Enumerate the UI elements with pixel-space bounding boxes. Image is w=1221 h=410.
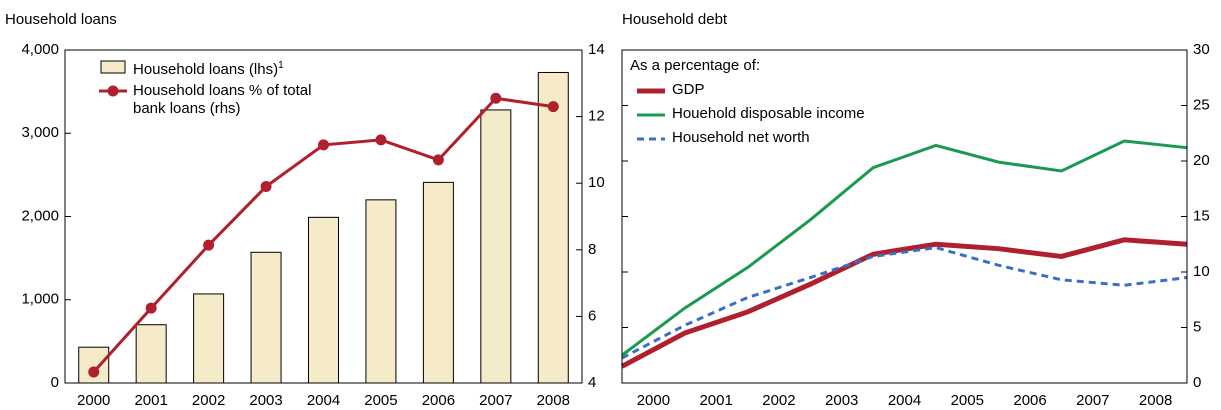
bar [78, 346, 110, 384]
legend-swatch [100, 60, 126, 74]
bar [250, 251, 282, 384]
y2-tick-label: 25 [1193, 96, 1210, 113]
point [88, 366, 100, 378]
x-tick-label: 2004 [307, 392, 340, 409]
x-tick-label: 2005 [951, 392, 984, 409]
y-tick-label: 0 [51, 374, 59, 391]
x-tick-label: 2007 [1076, 392, 1109, 409]
x-tick-label: 2008 [537, 392, 570, 409]
legend-box: As a percentage of: [630, 57, 930, 75]
x-tick-label: 2002 [192, 392, 225, 409]
y2-tick-label: 8 [588, 241, 596, 258]
x-tick-label: 2000 [77, 392, 110, 409]
y2-tick-label: 14 [588, 41, 605, 58]
line [621, 139, 1188, 357]
y2-tick-label: 10 [588, 174, 605, 191]
bar [365, 199, 397, 384]
y-tick-label: 2,000 [21, 207, 59, 224]
x-tick-label: 2003 [825, 392, 858, 409]
x-tick-label: 2008 [1139, 392, 1172, 409]
x-tick-label: 2000 [637, 392, 670, 409]
bar [193, 293, 225, 384]
bar [308, 216, 339, 384]
y-tick-label: 3,000 [21, 124, 59, 141]
y2-tick-label: 6 [588, 307, 596, 324]
bar [422, 181, 454, 384]
legend: Household loans % of total bank loans (r… [133, 82, 333, 118]
y2-tick-label: 4 [588, 374, 596, 391]
y-tick-label: 1,000 [21, 291, 59, 308]
legend: GDP [672, 81, 1072, 99]
y2-tick-label: 0 [1193, 374, 1201, 391]
legend-box: Household loans % of total bank loans (r… [133, 82, 333, 118]
x-tick-label: 2003 [249, 392, 282, 409]
x-tick-label: 2004 [888, 392, 921, 409]
line [621, 246, 1188, 360]
legend-swatch [107, 85, 119, 97]
point [375, 134, 387, 146]
point [318, 139, 329, 151]
point [432, 154, 444, 166]
y2-tick-label: 12 [588, 108, 605, 125]
x-tick-label: 2005 [364, 392, 397, 409]
legend-label: GDP [672, 81, 705, 98]
plot-frame [64, 49, 583, 384]
legend-title: As a percentage of: [630, 57, 761, 74]
y2-tick-label: 30 [1193, 41, 1210, 58]
bar [480, 109, 512, 384]
x-tick-label: 2006 [1013, 392, 1046, 409]
legend-label: Household net worth [672, 129, 810, 146]
footnote-marker: 1 [278, 60, 284, 71]
point [145, 302, 157, 314]
legend: Houehold disposable income [672, 105, 1072, 123]
y2-tick-label: 15 [1193, 207, 1210, 224]
legend-box: Household net worth [672, 129, 1072, 147]
line [620, 237, 1188, 369]
point [203, 239, 215, 251]
y2-tick-label: 20 [1193, 152, 1210, 169]
legend-label: Household loans % of total bank loans (r… [133, 82, 312, 117]
y-tick-label: 4,000 [21, 41, 59, 58]
x-tick-label: 2007 [479, 392, 512, 409]
legend: Household net worth [672, 129, 1072, 147]
legend-box: GDP [672, 81, 1072, 99]
legend-label: Houehold disposable income [672, 105, 865, 122]
point [490, 92, 502, 104]
legend: As a percentage of: [630, 57, 930, 75]
plot-frame [621, 49, 1188, 384]
x-tick-label: 2006 [422, 392, 455, 409]
x-tick-label: 2001 [134, 392, 167, 409]
bar [135, 324, 167, 384]
point [260, 181, 272, 193]
y2-tick-label: 10 [1193, 263, 1210, 280]
legend: Household loans (lhs)1 [133, 57, 393, 77]
legend-box: Houehold disposable income [672, 105, 1072, 123]
y2-tick-label: 5 [1193, 318, 1201, 335]
legend-label: Household loans (lhs) [133, 61, 279, 77]
x-tick-label: 2001 [699, 392, 732, 409]
point [547, 101, 559, 113]
x-tick-label: 2002 [762, 392, 795, 409]
legend-box: Household loans (lhs)1 [133, 57, 393, 77]
chart-title: Household loans [5, 11, 117, 28]
bar [537, 71, 569, 384]
chart-title: Household debt [622, 11, 728, 28]
